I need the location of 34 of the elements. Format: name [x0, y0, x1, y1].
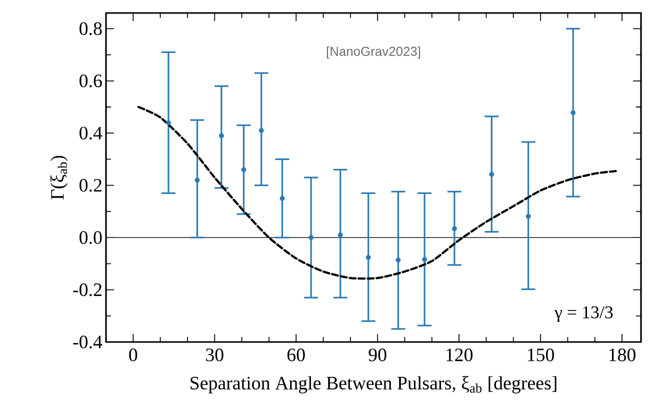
y-tick-label: 0.4 [80, 126, 102, 140]
point [218, 133, 224, 138]
x-tick-label: 120 [446, 348, 473, 362]
y-tick-label: -0.4 [73, 336, 102, 348]
point [452, 226, 457, 232]
y-tick-label: 0.2 [80, 178, 102, 192]
x-tick-label: 30 [206, 348, 224, 362]
point [526, 214, 531, 219]
x-axis-title: Separation Angle Between Pulsars, ξ$_{ab}$ [degrees] [190, 376, 556, 394]
point [280, 196, 285, 201]
point [194, 178, 200, 183]
point [166, 120, 171, 126]
x-tick-label: 180 [609, 348, 636, 362]
point [258, 128, 264, 133]
point [422, 257, 428, 262]
point [489, 172, 494, 177]
point [396, 258, 401, 263]
point [338, 232, 343, 238]
x-tick-label: 60 [287, 348, 305, 362]
x-tick-label: 0 [129, 348, 138, 362]
annotation: γ = 13/3 [554, 306, 613, 322]
y-tick-label: 0.6 [80, 74, 102, 88]
line-series [137, 106, 618, 280]
y-tick-label: -0.2 [73, 283, 102, 296]
point [570, 110, 576, 116]
point [241, 167, 246, 172]
y-tick-label: 0.0 [80, 231, 102, 244]
point [366, 254, 371, 260]
x-tick-label: 90 [368, 348, 386, 362]
x-tick-label: 150 [528, 348, 554, 362]
point [308, 235, 314, 240]
annotation: [NanoGrav2023] [326, 46, 420, 59]
y-axis-title: Γ(ξ$_{ab}$) [50, 156, 68, 200]
y-tick-label: 0.8 [80, 22, 102, 36]
